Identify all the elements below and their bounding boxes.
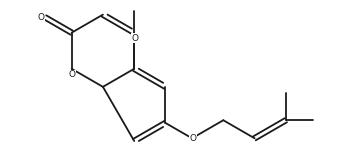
Text: O: O	[189, 134, 196, 143]
Text: O: O	[38, 13, 44, 22]
Text: O: O	[68, 70, 75, 79]
Text: O: O	[131, 34, 138, 43]
